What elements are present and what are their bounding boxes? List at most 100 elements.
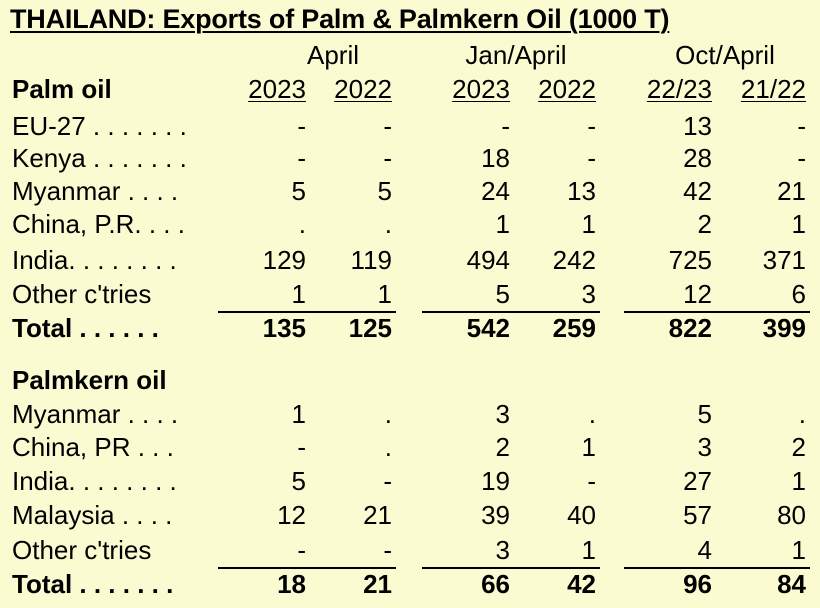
table-row: Other c'tries 1 1 5 3 12 6 bbox=[0, 279, 820, 311]
total-cell: 96 bbox=[683, 569, 712, 599]
row-label: Other c'tries bbox=[12, 535, 152, 565]
table-cell: 24 bbox=[481, 176, 510, 206]
table-cell: 39 bbox=[481, 500, 510, 530]
palm-oil-heading: Palm oil bbox=[12, 74, 112, 104]
table-title: THAILAND: Exports of Palm & Palmkern Oil… bbox=[10, 4, 670, 34]
table-row: Myanmar . . . . 1 . 3 . 5 . bbox=[0, 399, 820, 431]
total-rule bbox=[624, 567, 810, 569]
total-cell: 84 bbox=[777, 569, 806, 599]
total-cell: 21 bbox=[363, 569, 392, 599]
total-cell: 542 bbox=[466, 313, 510, 343]
row-label: China, P.R. . . . bbox=[12, 209, 185, 239]
table-cell: 5 bbox=[291, 176, 306, 206]
table-cell: 28 bbox=[683, 143, 712, 173]
row-label: India. . . . . . . . bbox=[12, 466, 177, 496]
table-cell: 1 bbox=[581, 209, 596, 239]
palm-total-row: Total . . . . . . 135 125 542 259 822 39… bbox=[0, 313, 820, 345]
table-cell: 1 bbox=[377, 279, 392, 309]
table-cell: - bbox=[797, 143, 806, 173]
table-cell: 40 bbox=[567, 500, 596, 530]
table-cell: - bbox=[797, 111, 806, 141]
table-cell: 18 bbox=[481, 143, 510, 173]
row-label: China, PR . . . bbox=[12, 432, 174, 462]
table-cell: - bbox=[383, 111, 392, 141]
palmkern-total-row: Total . . . . . . . 18 21 66 42 96 84 bbox=[0, 569, 820, 601]
total-cell: 399 bbox=[762, 313, 806, 343]
total-rule bbox=[624, 311, 810, 313]
table-cell: - bbox=[587, 466, 596, 496]
table-row: Kenya . . . . . . . - - 18 - 28 - bbox=[0, 143, 820, 175]
table-row: India. . . . . . . . 5 - 19 - 27 1 bbox=[0, 466, 820, 498]
total-cell: 18 bbox=[277, 569, 306, 599]
year-header: 2022 bbox=[334, 74, 392, 104]
row-label: Kenya . . . . . . . bbox=[12, 143, 187, 173]
total-cell: 822 bbox=[668, 313, 712, 343]
table-row: China, PR . . . - . 2 1 3 2 bbox=[0, 432, 820, 464]
table-cell: - bbox=[297, 432, 306, 462]
table-cell: - bbox=[383, 143, 392, 173]
total-cell: 42 bbox=[567, 569, 596, 599]
table-cell: 27 bbox=[683, 466, 712, 496]
table-cell: 371 bbox=[762, 245, 806, 275]
row-label: Myanmar . . . . bbox=[12, 399, 179, 429]
table-cell: 494 bbox=[466, 245, 510, 275]
group-header-oct-april: Oct/April bbox=[675, 40, 775, 70]
palmkern-oil-heading: Palmkern oil bbox=[12, 365, 167, 395]
total-rule bbox=[422, 311, 600, 313]
table-cell: 13 bbox=[683, 111, 712, 141]
table-cell: 21 bbox=[363, 500, 392, 530]
year-header: 2023 bbox=[248, 74, 306, 104]
table-cell: 1 bbox=[791, 466, 806, 496]
group-header-jan-april: Jan/April bbox=[465, 40, 567, 70]
table-cell: - bbox=[383, 535, 392, 565]
table-cell: - bbox=[383, 466, 392, 496]
table-cell: 1 bbox=[495, 209, 510, 239]
table-cell: 2 bbox=[495, 432, 510, 462]
total-label: Total . . . . . . . bbox=[12, 569, 174, 599]
table-cell: . bbox=[798, 399, 806, 429]
table-cell: 3 bbox=[581, 279, 596, 309]
group-header-april: April bbox=[306, 40, 359, 70]
table-cell: 1 bbox=[581, 535, 596, 565]
table-cell: 1 bbox=[291, 399, 306, 429]
table-cell: 4 bbox=[697, 535, 712, 565]
table-cell: - bbox=[297, 111, 306, 141]
year-header: 22/23 bbox=[646, 74, 712, 104]
table-cell: - bbox=[501, 111, 510, 141]
table-row: EU-27 . . . . . . . - - - - 13 - bbox=[0, 111, 820, 143]
total-label: Total . . . . . . bbox=[12, 313, 159, 343]
table-cell: 2 bbox=[791, 432, 806, 462]
table-cell: . bbox=[298, 209, 306, 239]
table-cell: 119 bbox=[350, 245, 392, 275]
table-cell: 12 bbox=[683, 279, 712, 309]
table-row: Other c'tries - - 3 1 4 1 bbox=[0, 535, 820, 567]
table-cell: - bbox=[297, 535, 306, 565]
year-header: 2023 bbox=[452, 74, 510, 104]
total-rule bbox=[422, 567, 600, 569]
table-cell: - bbox=[587, 111, 596, 141]
table-cell: 13 bbox=[567, 176, 596, 206]
table-row: Myanmar . . . . 5 5 24 13 42 21 bbox=[0, 176, 820, 208]
row-label: EU-27 . . . . . . . bbox=[12, 111, 187, 141]
table-cell: . bbox=[384, 399, 392, 429]
table-cell: 1 bbox=[291, 279, 306, 309]
table-cell: 5 bbox=[377, 176, 392, 206]
table-cell: 57 bbox=[683, 500, 712, 530]
table-cell: . bbox=[588, 399, 596, 429]
table-row: Malaysia . . . . 12 21 39 40 57 80 bbox=[0, 500, 820, 532]
total-cell: 135 bbox=[262, 313, 306, 343]
table-row: India. . . . . . . . 129 119 494 242 725… bbox=[0, 245, 820, 277]
row-label: Myanmar . . . . bbox=[12, 176, 179, 206]
table-cell: 3 bbox=[697, 432, 712, 462]
table-cell: 21 bbox=[777, 176, 806, 206]
table-cell: 42 bbox=[683, 176, 712, 206]
table-cell: 3 bbox=[495, 535, 510, 565]
total-cell: 125 bbox=[348, 313, 392, 343]
table-cell: 6 bbox=[791, 279, 806, 309]
table-cell: 3 bbox=[495, 399, 510, 429]
table-cell: 80 bbox=[777, 500, 806, 530]
table-cell: 2 bbox=[697, 209, 712, 239]
table-cell: 5 bbox=[291, 466, 306, 496]
table-row: China, P.R. . . . . . 1 1 2 1 bbox=[0, 209, 820, 241]
table-cell: 12 bbox=[277, 500, 306, 530]
